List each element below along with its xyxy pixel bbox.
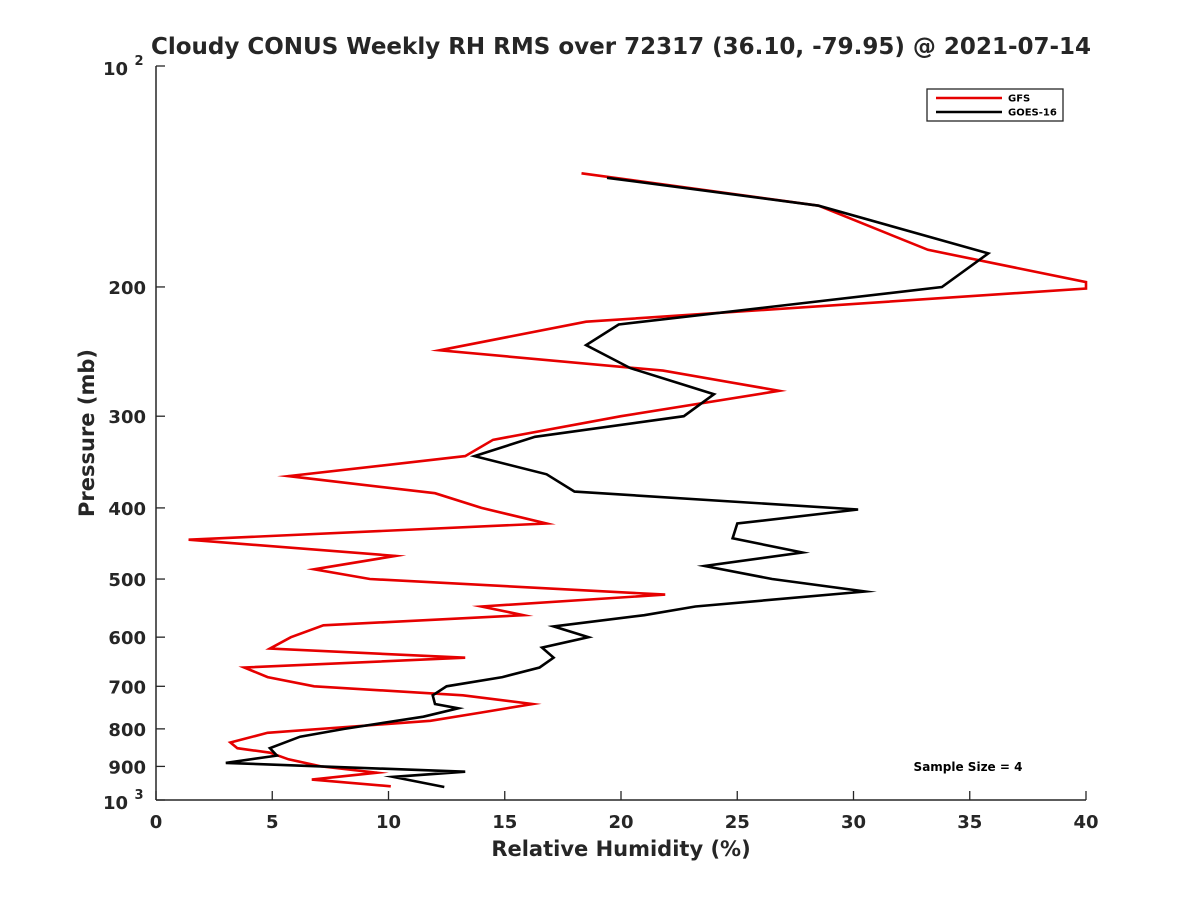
y-tick-exponent: 2 xyxy=(134,54,143,69)
x-axis-label: Relative Humidity (%) xyxy=(491,837,750,861)
legend-box xyxy=(926,88,1064,122)
x-tick-label: 25 xyxy=(725,812,750,833)
x-tick-label: 10 xyxy=(376,812,401,833)
x-tick-label: 0 xyxy=(150,812,163,833)
y-tick-label: 800 xyxy=(108,720,146,741)
x-tick-labels: 0 5 10 15 20 25 30 35 40 xyxy=(150,791,1099,833)
y-tick-exponent: 3 xyxy=(134,788,143,803)
y-tick-label: 10 xyxy=(103,793,128,814)
x-tick-label: 15 xyxy=(492,812,517,833)
x-tick-label: 40 xyxy=(1073,812,1098,833)
sample-size-annotation: Sample Size = 4 xyxy=(914,760,1023,774)
y-tick-label: 700 xyxy=(108,677,146,698)
legend-entry-label: GOES-16 xyxy=(1008,108,1057,119)
series-line-gfs xyxy=(188,172,1088,788)
chart-title: Cloudy CONUS Weekly RH RMS over 72317 (3… xyxy=(151,34,1091,60)
x-tick-label: 35 xyxy=(957,812,982,833)
y-tick-label: 300 xyxy=(108,407,146,428)
y-tick-label: 600 xyxy=(108,628,146,649)
y-axis-label: Pressure (mb) xyxy=(75,349,99,517)
y-tick-label: 200 xyxy=(108,278,146,299)
y-tick-label: 900 xyxy=(108,757,146,778)
legend: GFS GOES-16 xyxy=(926,88,1064,122)
y-tick-label: 10 xyxy=(103,59,128,80)
y-tick-labels: 10 2 200 300 400 500 600 700 800 900 10 3 xyxy=(103,54,165,814)
plot-area xyxy=(155,66,1088,801)
x-tick-label: 5 xyxy=(266,812,279,833)
x-tick-label: 30 xyxy=(841,812,866,833)
y-tick-label: 500 xyxy=(108,570,146,591)
legend-entry-label: GFS xyxy=(1008,94,1030,105)
y-tick-label: 400 xyxy=(108,499,146,520)
x-tick-label: 20 xyxy=(608,812,633,833)
series-line-goes-16 xyxy=(225,176,992,789)
